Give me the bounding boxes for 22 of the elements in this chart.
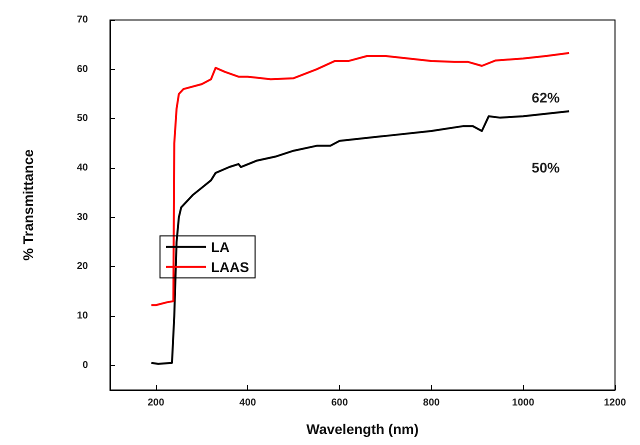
x-tick-label: 800 xyxy=(423,398,440,408)
x-tick-label: 600 xyxy=(331,398,348,408)
y-tick-label: 10 xyxy=(76,310,88,322)
x-tick-label: 200 xyxy=(148,398,165,408)
y-tick-label: 40 xyxy=(76,162,88,174)
annotation: 62% xyxy=(532,89,560,106)
y-tick-label: 50 xyxy=(76,113,88,124)
x-axis-title: Wavelength (nm) xyxy=(306,421,419,437)
y-tick-label: 70 xyxy=(76,14,88,26)
y-tick-label: 60 xyxy=(76,64,88,75)
annotation: 50% xyxy=(532,160,560,176)
legend-label: LAAS xyxy=(211,258,250,275)
y-axis-title: % Transmittance xyxy=(20,149,36,261)
line-series xyxy=(150,110,570,365)
x-tick-label: 400 xyxy=(239,398,257,408)
x-tick-label: 1200 xyxy=(604,398,627,408)
line-series xyxy=(150,52,570,306)
legend-label: LA xyxy=(211,238,230,255)
y-tick-label: 20 xyxy=(76,261,88,272)
y-tick-label: 0 xyxy=(82,360,88,371)
y-tick-label: 30 xyxy=(76,212,88,223)
x-tick-label: 1000 xyxy=(512,398,535,408)
